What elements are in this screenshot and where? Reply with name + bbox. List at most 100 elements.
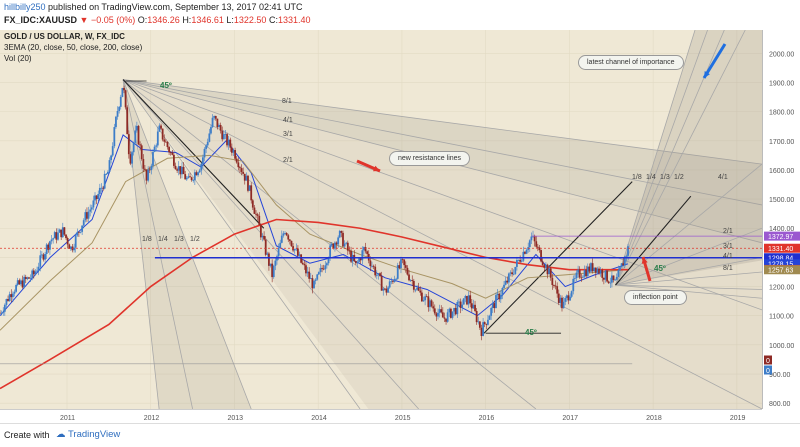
candle-body (239, 167, 241, 169)
candle-body (379, 273, 381, 277)
candle-body (435, 313, 438, 317)
candle-body (113, 127, 116, 147)
diagonal-45-top (122, 79, 265, 229)
y-tick-label: 1700.00 (769, 139, 794, 146)
time-axis[interactable]: 2011 2012 2013 2014 2015 2016 2017 2018 2019 (0, 409, 762, 424)
candle-body (274, 260, 277, 266)
candle-body (432, 306, 435, 309)
candle-body (10, 294, 13, 298)
candle-body (533, 235, 536, 242)
volume-tag: 0 (766, 368, 770, 375)
candle-body (607, 281, 610, 284)
high-value: 1346.61 (191, 15, 224, 25)
candle-body (472, 304, 475, 309)
low-label: L: (226, 15, 234, 25)
candle-body (543, 265, 546, 268)
candle-body (433, 308, 436, 314)
candle-body (441, 312, 444, 318)
candle-body (390, 281, 393, 283)
candle-body (201, 157, 204, 164)
ema-legend[interactable]: 3EMA (20, close, 50, close, 200, close) (4, 43, 143, 52)
candle-body (544, 264, 547, 268)
resistance-arrow (356, 159, 381, 173)
candle-body (224, 134, 227, 135)
resistance-callout: new resistance lines (389, 151, 471, 166)
candle-body (313, 280, 315, 289)
footer-bar: Create with ☁ TradingView (0, 423, 800, 447)
chart-pane[interactable]: 8/1 4/1 3/1 2/1 1/8 1/4 1/3 1/2 1/8 1/4 1/3 1/2 4/1 2… (0, 30, 762, 409)
candle-body (499, 295, 502, 300)
candle-body (562, 301, 565, 309)
deg-label-top: 45º (160, 81, 172, 90)
candle-body (187, 176, 190, 178)
y-tick-label: 1600.00 (769, 168, 794, 175)
candle-body (268, 253, 270, 266)
candle-body (487, 319, 489, 325)
volume-legend[interactable]: Vol (20) (4, 54, 32, 63)
candle-body (210, 127, 212, 134)
candle-body (152, 151, 154, 166)
candle-body (131, 152, 133, 164)
x-tick-label: 2018 (646, 415, 662, 422)
candle-body (598, 268, 600, 274)
candle-body (467, 295, 470, 305)
candle-body (485, 323, 488, 325)
candle-body (572, 278, 575, 292)
candle-body (577, 269, 580, 273)
candle-body (45, 244, 48, 254)
tradingview-logo[interactable]: ☁ TradingView (56, 429, 121, 440)
candle-body (345, 242, 348, 244)
candle-body (520, 260, 523, 262)
candle-body (549, 268, 552, 278)
candle-body (604, 270, 607, 280)
fan-label-right-top: 1/8 (632, 174, 642, 181)
candle-body (57, 232, 59, 240)
candle-body (211, 117, 214, 128)
candle-body (338, 230, 341, 238)
candle-body (193, 172, 196, 181)
publish-line: hillbilly250 published on TradingView.co… (4, 2, 303, 12)
x-tick-label: 2011 (60, 415, 75, 422)
candle-body (319, 267, 322, 273)
candle-body (382, 288, 385, 291)
candle-body (0, 312, 3, 314)
candle-body (5, 298, 8, 305)
candle-body (110, 155, 113, 161)
candle-body (412, 281, 415, 290)
candle-body (18, 280, 21, 285)
candle-body (380, 276, 383, 291)
candle-body (462, 298, 465, 305)
candle-body (147, 169, 150, 181)
candle-body (160, 125, 162, 129)
volume-tag: 0 (766, 358, 770, 365)
candle-body (528, 240, 531, 248)
candle-body (409, 280, 412, 281)
candle-body (388, 281, 391, 288)
fan-label-top: 4/1 (283, 117, 293, 124)
price-axis-labels: 800.00 900.00 1000.00 1100.00 1200.00 1400.00… (764, 51, 800, 408)
candle-body (567, 295, 570, 301)
candle-body (346, 242, 349, 251)
candle-body (340, 230, 343, 233)
candle-body (512, 273, 515, 275)
candle-body (514, 266, 517, 274)
candle-body (184, 174, 187, 180)
candle-body (337, 237, 340, 245)
candle-body (371, 265, 373, 267)
candle-body (445, 318, 447, 322)
candle-body (52, 238, 55, 240)
channel-fan-line (615, 271, 762, 286)
candle-body (308, 271, 311, 279)
candle-body (55, 232, 58, 240)
price-tag-bg (764, 231, 800, 241)
candle-body (424, 296, 427, 301)
candle-body (470, 303, 473, 309)
price-axis[interactable]: 800.00 900.00 1000.00 1100.00 1200.00 1400.00… (762, 30, 800, 409)
candle-body (34, 271, 37, 275)
deg-label-bottom: 45º (525, 328, 537, 337)
candle-body (449, 308, 452, 318)
candle-body (81, 225, 84, 232)
candle-body (519, 259, 522, 262)
candle-body (90, 207, 93, 210)
author-link[interactable]: hillbilly250 (4, 2, 46, 12)
